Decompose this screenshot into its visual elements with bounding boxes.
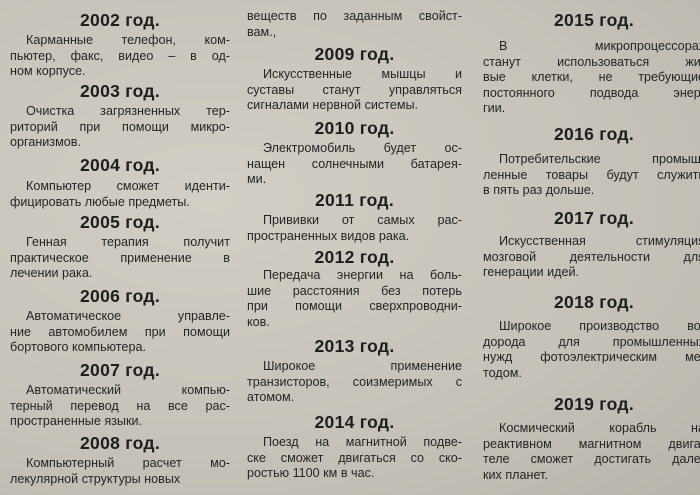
body-text-line: В микропроцессорах <box>499 39 700 53</box>
body-text-line: реактивном магнитном двига- <box>483 436 700 451</box>
prediction-entry: 2019 год. Космический корабль на реактивно… <box>483 393 700 483</box>
body-text-line: фицировать любые предметы. <box>10 194 190 209</box>
prediction-entry: 2014 год. Поезд на магнитной подве-ске см… <box>247 411 462 482</box>
year-heading: 2002 год. <box>80 10 160 30</box>
year-heading: 2015 год. <box>554 10 634 30</box>
prediction-entry: 2003 год. Очистка загрязненных тер-ритори… <box>10 80 230 151</box>
prediction-entry: 2010 год. Электромобиль будет ос-нащен со… <box>247 117 462 188</box>
prediction-entry: 2011 год. Прививки от самых рас-простране… <box>247 189 462 244</box>
body-text-line: веществ по заданным свойст- <box>247 9 462 23</box>
prediction-entry: 2017 год. Искусственная стимуляция мозгово… <box>483 207 700 281</box>
year-heading: 2019 год. <box>554 394 634 414</box>
body-text-line: ких планет. <box>483 467 548 482</box>
body-text-line: риторий при помощи микро- <box>10 119 230 134</box>
year-heading: 2011 год. <box>314 190 394 210</box>
body-text-line: нужд фотоэлектрическим ме- <box>483 350 700 365</box>
body-text-line: лечении рака. <box>10 266 93 281</box>
prediction-entry: 2006 год. Автоматическое управле-ние авто… <box>10 285 230 356</box>
body-text-line: ков. <box>247 314 270 329</box>
body-text-line: практическое применение в <box>10 250 230 265</box>
column-1: 2002 год. Карманные телефон, ком-пьютер, … <box>10 0 230 495</box>
prediction-entry: веществ по заданным свойст-вам., <box>247 9 462 40</box>
body-text-line: ленные товары будут служить <box>483 167 700 182</box>
body-text-line: теле сможет достигать дале- <box>483 452 700 467</box>
body-text-line: дорода для промышленных <box>483 334 700 349</box>
body-text-line: Передача энергии на боль- <box>263 268 462 282</box>
year-heading: 2018 год. <box>554 292 634 312</box>
year-heading: 2016 год. <box>554 124 634 144</box>
body-text-line: Карманные телефон, ком- <box>26 33 230 47</box>
body-text-line: вые клетки, не требующие <box>483 70 700 85</box>
prediction-entry: 2013 год. Широкое применение транзисторов,… <box>247 335 462 406</box>
body-text-line: атомом. <box>247 390 295 405</box>
body-text-line: пространенные языки. <box>10 414 143 429</box>
body-text-line: бортового компьютера. <box>10 340 146 355</box>
body-text-line: Электромобиль будет ос- <box>263 141 462 155</box>
body-text-line: Компьютер сможет иденти- <box>26 179 230 193</box>
prediction-entry: 2005 год. Генная терапия получит практичес… <box>10 211 230 282</box>
body-text-line: Потребительские промыш- <box>499 152 700 166</box>
body-text-line: сигналами нервной системы. <box>247 98 419 113</box>
body-text-line: постоянного подвода энер- <box>483 85 700 100</box>
body-text-line: пространенных видов рака. <box>247 228 410 243</box>
body-text-line: ном корпусе. <box>10 64 86 79</box>
body-text-line: Космический корабль на <box>499 421 700 435</box>
prediction-entry: 2012 год. Передача энергии на боль-шие ра… <box>247 246 462 330</box>
body-text-line: терный перевод на все рас- <box>10 398 230 413</box>
prediction-entry: 2008 год. Компьютерный расчет мо-лекулярн… <box>10 432 230 487</box>
body-text-line: вам., <box>247 24 277 39</box>
year-heading: 2012 год. <box>314 247 395 267</box>
body-text-line: ске сможет двигаться со ско- <box>247 450 462 465</box>
body-text-line: Автоматический компью- <box>26 383 230 397</box>
column-2: веществ по заданным свойст-вам., 2009 год… <box>247 0 462 495</box>
year-heading: 2017 год. <box>554 208 634 228</box>
year-heading: 2009 год. <box>314 44 395 64</box>
column-3: 2015 год. В микропроцессорах станут исполь… <box>483 0 700 495</box>
prediction-entry: 2004 год. Компьютер сможет иденти-фициров… <box>10 154 230 210</box>
year-heading: 2005 год. <box>80 212 160 232</box>
body-text-line: лекулярной структуры новых <box>10 471 181 486</box>
prediction-entry: 2007 год. Автоматический компью-терный пе… <box>10 359 230 430</box>
body-text-line: шие расстояния без потерь <box>247 283 462 298</box>
body-text-line: Очистка загрязненных тер- <box>26 104 230 118</box>
year-heading: 2013 год. <box>314 336 395 356</box>
prediction-entry: 2015 год. В микропроцессорах станут исполь… <box>483 9 700 117</box>
body-text-line: пьютер, факс, видео – в од- <box>10 48 230 63</box>
body-text-line: генерации идей. <box>483 265 579 280</box>
body-text-line: мозговой деятельности для <box>483 249 700 264</box>
body-text-line: Компьютерный расчет мо- <box>26 456 230 470</box>
body-text-line: в пять раз дольше. <box>483 183 595 198</box>
body-text-line: организмов. <box>10 135 81 150</box>
year-heading: 2006 год. <box>80 286 160 306</box>
body-text-line: Генная терапия получит <box>26 235 230 249</box>
year-heading: 2008 год. <box>80 433 160 453</box>
body-text-line: транзисторов, соизмеримых с <box>247 374 462 389</box>
year-heading: 2014 год. <box>314 412 395 432</box>
year-heading: 2007 год. <box>80 360 160 380</box>
body-text-line: ние автомобилем при помощи <box>10 324 230 339</box>
body-text-line: Прививки от самых рас- <box>263 213 462 227</box>
body-text-line: при помощи сверхпроводни- <box>247 299 462 314</box>
prediction-entry: 2009 год. Искусственные мышцы и суставы ст… <box>247 43 462 114</box>
body-text-line: Искусственная стимуляция <box>499 234 700 248</box>
body-text-line: ростью 1100 км в час. <box>247 466 375 481</box>
body-text-line: нащен солнечными батарея- <box>247 156 462 171</box>
body-text-line: Искусственные мышцы и <box>263 67 462 81</box>
year-heading: 2010 год. <box>314 118 395 138</box>
body-text-line: Широкое производство во- <box>499 319 700 333</box>
body-text-line: суставы станут управляться <box>247 82 462 97</box>
year-heading: 2003 год. <box>80 81 160 101</box>
body-text-line: Автоматическое управле- <box>26 309 230 323</box>
body-text-line: ми. <box>247 172 267 187</box>
year-heading: 2004 год. <box>80 155 160 175</box>
body-text-line: тодом. <box>483 365 522 380</box>
prediction-entry: 2002 год. Карманные телефон, ком-пьютер, … <box>10 9 230 80</box>
prediction-entry: 2016 год. Потребительские промыш-ленные т… <box>483 123 700 199</box>
prediction-entry: 2018 год. Широкое производство во-дорода … <box>483 291 700 381</box>
body-text-line: гии. <box>483 101 506 116</box>
body-text-line: Поезд на магнитной подве- <box>263 435 462 449</box>
body-text-line: Широкое применение <box>263 359 462 373</box>
body-text-line: станут использоваться жи- <box>483 54 700 69</box>
